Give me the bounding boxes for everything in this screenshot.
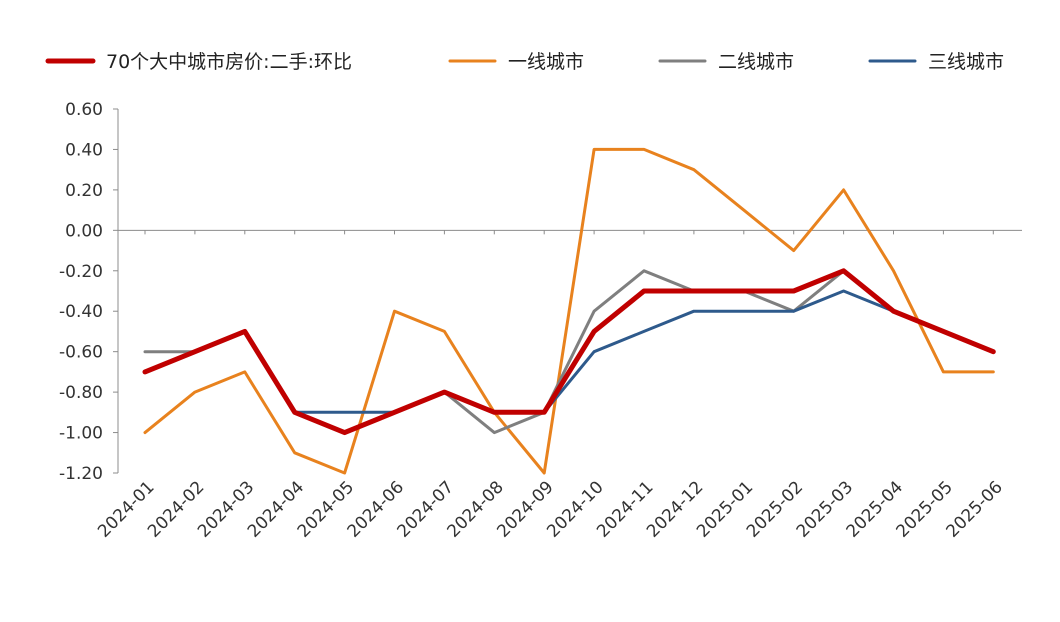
y-tick-label: -1.20 bbox=[59, 464, 103, 484]
y-tick-label: -0.60 bbox=[59, 343, 103, 363]
legend-item: 二线城市 bbox=[658, 51, 794, 73]
y-tick-label: -0.40 bbox=[59, 302, 103, 322]
y-tick-label: 0.60 bbox=[65, 100, 103, 120]
legend-label: 二线城市 bbox=[718, 51, 794, 73]
series-line-0 bbox=[142, 268, 996, 436]
y-tick-label: 0.20 bbox=[65, 181, 103, 201]
y-tick-label: -1.00 bbox=[59, 424, 103, 444]
legend-item: 一线城市 bbox=[448, 51, 584, 73]
series-layer bbox=[142, 147, 996, 475]
legend-label: 70个大中城市房价:二手:环比 bbox=[106, 51, 352, 73]
series-line-1 bbox=[143, 147, 995, 475]
y-tick-label: -0.20 bbox=[59, 262, 103, 282]
axes: 0.60 0.40 0.20 0.00 -0.20 -0.40 -0.60 -0.80 -1.0… bbox=[59, 100, 1022, 542]
legend: 70个大中城市房价:二手:环比 一线城市 二线城市 三线城市 bbox=[45, 51, 1004, 73]
y-tick-label: 0.40 bbox=[65, 140, 103, 160]
legend-label: 一线城市 bbox=[508, 51, 584, 73]
legend-item: 70个大中城市房价:二手:环比 bbox=[45, 51, 352, 73]
series-line-2 bbox=[143, 269, 995, 435]
y-tick-label: 0.00 bbox=[65, 221, 103, 241]
y-tick-label: -0.80 bbox=[59, 383, 103, 403]
legend-label: 三线城市 bbox=[928, 51, 1004, 73]
legend-item: 三线城市 bbox=[868, 51, 1004, 73]
